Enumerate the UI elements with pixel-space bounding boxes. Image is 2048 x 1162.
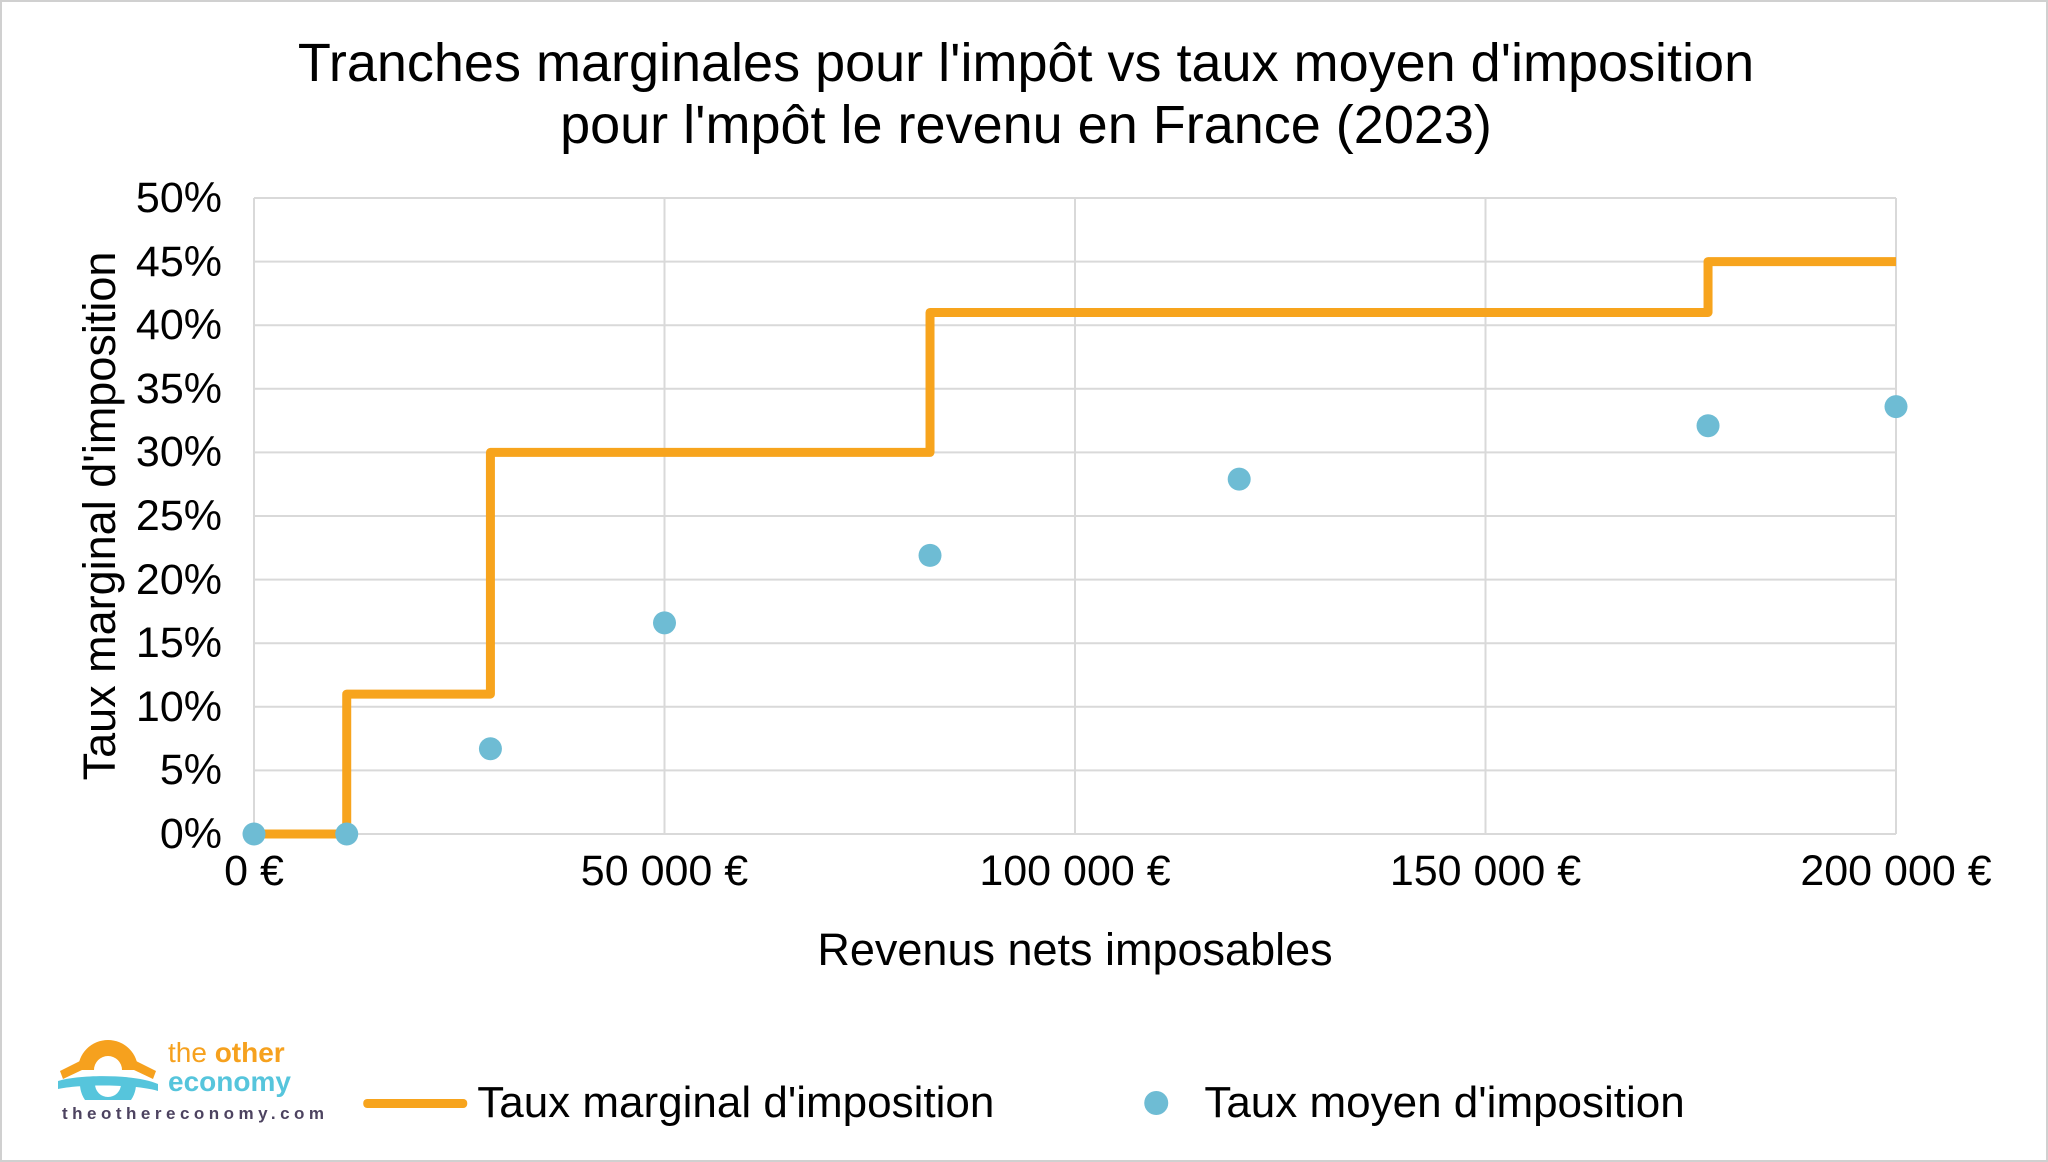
x-tick-label: 50 000 € — [580, 847, 749, 895]
legend-label-moyen: Taux moyen d'imposition — [1204, 1078, 1685, 1127]
average-rate-point — [335, 822, 359, 846]
y-tick-label: 15% — [135, 619, 222, 668]
chart-title-line1: Tranches marginales pour l'impôt vs taux… — [297, 33, 1755, 93]
average-rate-point — [242, 822, 266, 846]
y-tick-label: 35% — [135, 364, 222, 413]
brand-name-other: other — [214, 1037, 285, 1068]
y-tick-label: 45% — [135, 237, 222, 286]
average-rate-point — [918, 543, 942, 567]
chart-title: Tranches marginales pour l'impôt vs taux… — [2, 32, 2046, 156]
y-tick-label: 40% — [135, 301, 222, 350]
x-tick-label: 200 000 € — [1800, 847, 1992, 895]
legend-line-marker — [363, 1098, 468, 1108]
y-tick-label: 0% — [159, 810, 222, 858]
average-rate-point — [1884, 395, 1908, 419]
y-tick-label: 30% — [135, 428, 222, 477]
y-tick-label: 50% — [135, 174, 222, 222]
chart-title-line2: pour l'mpôt le revenu en France (2023) — [560, 95, 1492, 155]
x-tick-label: 150 000 € — [1389, 847, 1582, 895]
x-tick-label: 0 € — [224, 847, 284, 895]
y-tick-label: 5% — [159, 746, 222, 795]
brand-url: theothereconomy.com — [62, 1104, 329, 1123]
legend-dot-marker — [1144, 1091, 1169, 1115]
brand-name-the: the — [168, 1037, 215, 1068]
average-rate-point — [653, 611, 676, 635]
x-axis-title: Revenus nets imposables — [817, 924, 1333, 975]
chart-legend: Taux marginal d'imposition Taux moyen d'… — [363, 1078, 1685, 1128]
brand-name-economy: economy — [168, 1066, 291, 1097]
brand-name: the other economy — [168, 1038, 291, 1096]
average-rate-point — [478, 737, 502, 761]
y-tick-label: 10% — [135, 682, 222, 731]
legend-label-marginal: Taux marginal d'imposition — [477, 1078, 995, 1127]
y-tick-label: 25% — [135, 492, 222, 540]
plot-area — [242, 197, 1908, 846]
y-tick-label: 20% — [135, 555, 222, 604]
marginal-rate-step-line — [254, 257, 1896, 839]
x-tick-label: 100 000 € — [979, 847, 1171, 895]
brand-logo-icon — [58, 1040, 158, 1100]
average-rate-point — [1696, 414, 1720, 438]
brand-name-line1: the other — [168, 1038, 291, 1067]
average-rate-point — [1227, 467, 1251, 491]
